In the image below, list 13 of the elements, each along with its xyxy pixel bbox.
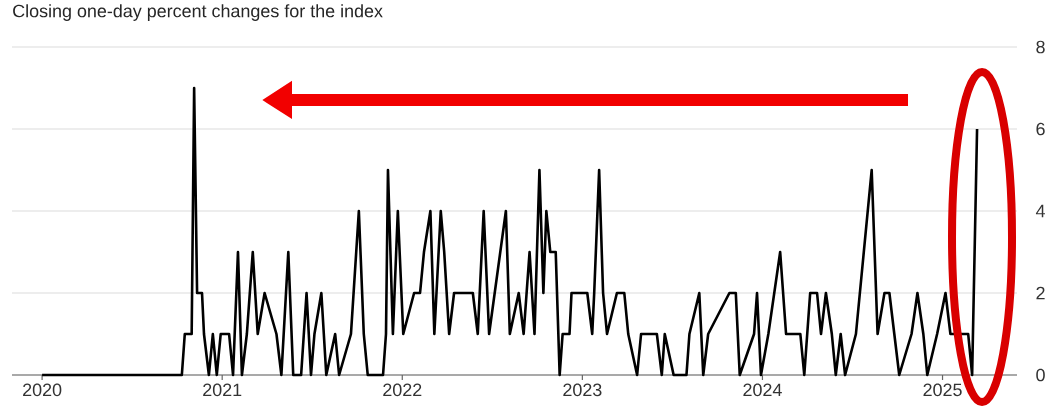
line-series	[40, 86, 979, 377]
y-tick-label: 0	[1036, 368, 1045, 382]
x-tick-label: 2021	[203, 383, 242, 397]
y-tick-label: 8	[1036, 40, 1045, 54]
x-tick-label: 2024	[743, 383, 782, 397]
chart-title: Closing one-day percent changes for the index	[13, 4, 383, 21]
y-tick-label: 6	[1036, 122, 1045, 136]
x-tick-label: 2023	[563, 383, 602, 397]
x-tick-label: 2025	[923, 383, 962, 397]
y-tick-label: 4	[1035, 204, 1045, 218]
y-tick-label: 2	[1036, 286, 1045, 300]
x-tick-label: 2020	[23, 383, 62, 397]
x-tick-label: 2022	[383, 383, 422, 397]
